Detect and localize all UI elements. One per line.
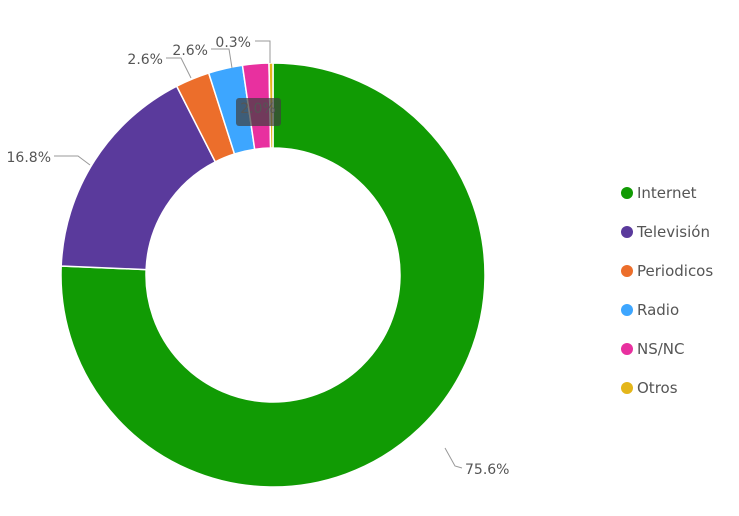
legend-label-otros[interactable]: Otros (637, 379, 678, 397)
leader-radio (211, 48, 233, 69)
leader-television (54, 155, 91, 166)
leader-otros (255, 40, 271, 63)
legend-label-radio[interactable]: Radio (637, 301, 679, 319)
legend-label-television[interactable]: Televisión (636, 223, 710, 241)
label-ns-nc: 2.0% (240, 101, 276, 117)
legend-label-ns-nc[interactable]: NS/NC (637, 340, 685, 358)
leader-lines (54, 40, 463, 469)
legend-marker-internet (621, 187, 633, 199)
legend-marker-radio (621, 304, 633, 316)
label-internet: 75.6% (465, 462, 509, 478)
label-television: 16.8% (7, 150, 51, 166)
leader-periodicos (166, 57, 192, 79)
legend-marker-ns-nc (621, 343, 633, 355)
legend-marker-television (621, 226, 633, 238)
legend-marker-otros (621, 382, 633, 394)
legend-marker-periodicos (621, 265, 633, 277)
label-radio: 2.6% (172, 43, 208, 59)
label-periodicos: 2.6% (127, 52, 163, 68)
legend-label-periodicos[interactable]: Periodicos (637, 262, 713, 280)
label-otros: 0.3% (215, 35, 251, 51)
label-box-ns-nc (236, 98, 281, 126)
donut-slices (60, 62, 486, 488)
leader-internet (444, 447, 463, 469)
slice-labels: 75.6% 16.8% 2.6% 2.6% 2.0% 0.3% (7, 35, 510, 478)
legend-label-internet[interactable]: Internet (637, 184, 697, 202)
slice-internet[interactable] (60, 62, 486, 488)
legend: Internet Televisión Periodicos Radio NS/NC Ot… (621, 184, 713, 397)
